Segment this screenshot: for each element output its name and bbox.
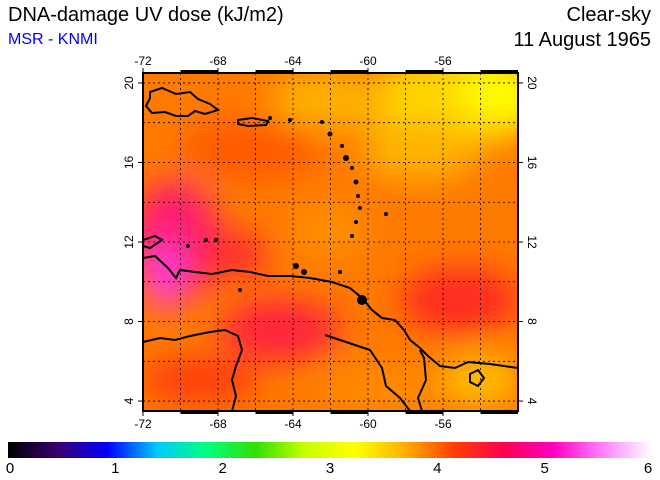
frame-segment [405, 70, 443, 72]
lon-label-top: -64 [284, 54, 302, 68]
frame-segment [480, 412, 518, 414]
lat-label-left: 20 [122, 76, 136, 90]
lon-label-bottom: -64 [284, 417, 302, 431]
uv-dose-map: -72 -72 -68 -68 -64 -64 -60 -60 -56 -56 20 20 16 16 12… [122, 54, 539, 431]
coastlines [143, 86, 518, 411]
frame-segment [330, 412, 368, 414]
lon-label-top: -56 [434, 54, 452, 68]
lon-label-bottom: -72 [134, 417, 152, 431]
source-label: MSR - KNMI [8, 31, 98, 48]
frame-segment [255, 412, 293, 414]
frame-segment [180, 70, 218, 72]
lat-label-left: 8 [122, 318, 136, 325]
colorbar-tick-label: 0 [5, 460, 15, 477]
lon-label-top: -68 [209, 54, 227, 68]
lat-label-left: 4 [122, 397, 136, 404]
lon-label-bottom: -60 [359, 417, 377, 431]
axis-labels: -72 -72 -68 -68 -64 -64 -60 -60 -56 -56 20 20 16 16 12… [122, 54, 539, 431]
colorbar-tick-label: 6 [643, 460, 653, 477]
frame-segment [330, 70, 368, 72]
colorbar-tick-label: 4 [433, 460, 442, 477]
lat-label-right: 20 [525, 76, 539, 90]
frame-segment [180, 412, 218, 414]
frame-ticks [138, 68, 523, 416]
frame-segment [405, 412, 443, 414]
lon-label-bottom: -56 [434, 417, 452, 431]
lat-label-right: 8 [525, 318, 539, 325]
lat-label-right: 12 [525, 235, 539, 249]
sky-condition: Clear-sky [566, 4, 651, 26]
colorbar-tick-label: 5 [540, 460, 549, 477]
lon-label-top: -72 [134, 54, 152, 68]
lat-label-left: 12 [122, 235, 136, 249]
graticule [143, 73, 518, 411]
lat-label-left: 16 [122, 155, 136, 169]
frame-segment [480, 70, 518, 72]
map-title: DNA-damage UV dose (kJ/m2) [8, 4, 284, 26]
lon-label-bottom: -68 [209, 417, 227, 431]
colorbar-tick-label: 1 [111, 460, 120, 477]
islands [186, 116, 388, 305]
colorbar [8, 442, 652, 458]
frame-segment [255, 70, 293, 72]
colorbar-tick-label: 3 [325, 460, 335, 477]
date-label: 11 August 1965 [513, 29, 651, 51]
lon-label-top: -60 [359, 54, 377, 68]
lat-label-right: 16 [525, 156, 539, 170]
colorbar-tick-label: 2 [218, 460, 227, 477]
lat-label-right: 4 [525, 398, 539, 405]
